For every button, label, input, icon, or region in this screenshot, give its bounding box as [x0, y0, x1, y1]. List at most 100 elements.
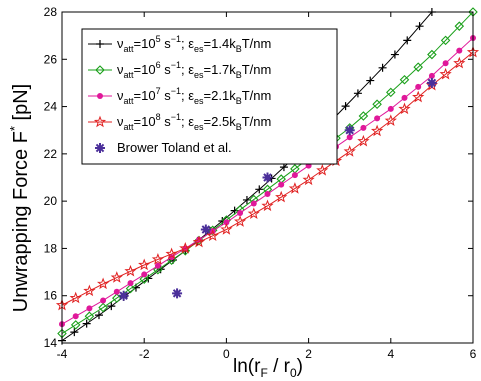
legend-marker-5: [95, 143, 105, 153]
x-tick-label: 2: [305, 347, 312, 361]
series-4-point: [220, 223, 233, 235]
legend-marker-3: [97, 93, 103, 99]
series-4-point: [412, 90, 425, 103]
series-2-point: [139, 274, 149, 284]
series-3-point: [401, 94, 408, 101]
series-4-point: [138, 258, 151, 271]
reference-point: [344, 125, 355, 136]
series-1-point: [390, 50, 399, 59]
y-axis-label: Unwrapping Force F* [pN]: [7, 84, 32, 313]
legend-entry-1: νatt=105 s−1; εes=1.4kBT/nm: [117, 34, 271, 54]
series-3-point: [127, 280, 134, 287]
reference-point: [172, 288, 183, 299]
series-2-point: [112, 293, 122, 303]
series-1-point: [255, 185, 264, 194]
y-tick-label: 18: [44, 241, 58, 255]
plot-frame: [61, 11, 474, 344]
y-axis-label-unit: [pN]: [10, 84, 32, 126]
series-3-point: [346, 134, 353, 141]
series-2-point: [399, 74, 410, 85]
series-2-point: [413, 62, 423, 72]
series-3-point: [291, 172, 298, 179]
series-4-point: [192, 235, 206, 248]
series-4-point: [96, 277, 110, 290]
svg-text:νatt=108 s−1; εes=2.5kBT/nm: νatt=108 s−1; εes=2.5kBT/nm: [117, 112, 271, 132]
series-1-point: [107, 302, 116, 311]
series-1-point: [82, 319, 91, 328]
series-3-point: [250, 200, 257, 207]
series-2-point: [98, 302, 108, 313]
series-1-point: [353, 89, 362, 98]
series-4-point: [370, 124, 384, 137]
series-1-point: [378, 63, 387, 72]
series-2-point: [358, 111, 369, 121]
series-2-point: [84, 311, 95, 321]
series-4-point: [453, 56, 466, 69]
y-tick-label: 14: [44, 336, 58, 350]
series-1-point: [403, 36, 412, 45]
legend: νatt=105 s−1; εes=1.4kBT/nm νatt=106 s−1…: [81, 28, 338, 165]
series-4-point: [302, 173, 315, 186]
x-tick-label: -2: [139, 347, 150, 361]
legend-marker-2: [95, 65, 105, 75]
series-2-point: [70, 320, 81, 330]
series-3: [59, 35, 476, 328]
legend-entry-3: νatt=107 s−1; εes=2.1kBT/nm: [117, 86, 271, 106]
reference-point: [426, 77, 437, 88]
series-4-point: [206, 229, 219, 242]
series-3-point: [237, 209, 244, 216]
y-tick-label: 16: [44, 289, 58, 303]
series-3-point: [360, 124, 367, 131]
legend-box: [81, 28, 338, 165]
series-2-point: [153, 264, 163, 275]
series-1-point: [70, 328, 79, 337]
svg-text:νatt=105 s−1; εes=1.4kBT/nm: νatt=105 s−1; εes=1.4kBT/nm: [117, 34, 271, 54]
y-tick-label: 24: [44, 100, 58, 114]
y-tick-label: 22: [44, 147, 58, 161]
y-axis-label-main: Unwrapping Force F: [10, 131, 32, 312]
series-4-point: [165, 247, 178, 260]
x-tick-label: 6: [470, 347, 477, 361]
legend-entry-4: νatt=108 s−1; εes=2.5kBT/nm: [117, 112, 271, 132]
legend-markers: [88, 40, 112, 153]
legend-marker-4: [93, 115, 107, 128]
series-4-point: [151, 253, 165, 265]
series-3-point: [456, 47, 463, 54]
y-axis-label-sup: *: [7, 126, 22, 131]
series-4-point: [398, 102, 411, 115]
series-3-point: [86, 305, 93, 312]
series-4-point: [110, 271, 123, 283]
series-2-point: [372, 99, 382, 109]
series-4-point: [124, 264, 137, 277]
reference-point: [262, 172, 273, 183]
series-2-point: [386, 87, 396, 98]
y-tick-label: 20: [44, 194, 58, 208]
series-1-point: [415, 22, 424, 31]
series-3-point: [113, 288, 120, 295]
series-3-point: [428, 72, 435, 79]
series-3-point: [154, 262, 161, 269]
reference-point: [118, 290, 129, 301]
series-4-point: [261, 199, 274, 212]
series-1-point: [366, 76, 375, 85]
series-3-point: [223, 219, 230, 226]
series-3-point: [278, 181, 285, 188]
series-2-point: [454, 21, 465, 31]
series-2-line: [61, 11, 474, 334]
series-3-point: [415, 83, 422, 90]
svg-text:Brower Toland et al.: Brower Toland et al.: [117, 140, 232, 155]
x-tick-label: 0: [223, 347, 230, 361]
series-1-point: [94, 311, 103, 320]
legend-entry-5: Brower Toland et al.: [117, 140, 232, 155]
series-4-point: [247, 207, 260, 219]
y-tick-label: 26: [44, 52, 58, 66]
reference-points-layer: [118, 77, 437, 301]
x-axis-label: ln(rF / r0): [233, 356, 303, 380]
series-4-point: [69, 291, 82, 304]
series-4-point: [288, 182, 302, 194]
legend-marker-1: [96, 40, 104, 48]
series-3-point: [168, 254, 175, 261]
svg-text:νatt=106 s−1; εes=1.7kBT/nm: νatt=106 s−1; εes=1.7kBT/nm: [117, 60, 271, 80]
